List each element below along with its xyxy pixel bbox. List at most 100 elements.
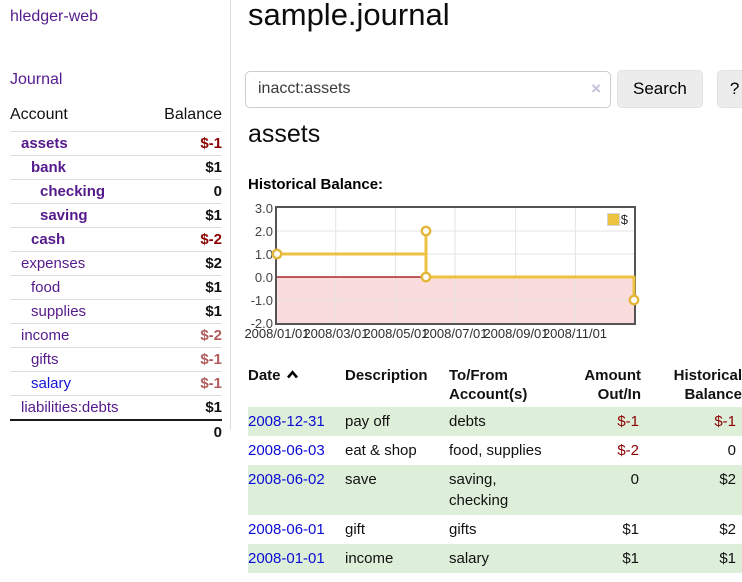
transaction-accounts: gifts bbox=[449, 521, 477, 538]
transaction-row[interactable]: 2008-06-03 eat & shop food, supplies $-2… bbox=[248, 436, 742, 465]
search-button[interactable]: Search bbox=[617, 70, 703, 108]
transaction-date-link[interactable]: 2008-06-01 bbox=[248, 521, 325, 538]
accounts-header-balance: Balance bbox=[164, 106, 222, 123]
accounts-total: 0 bbox=[148, 419, 222, 444]
account-balance: $1 bbox=[148, 203, 222, 228]
transaction-balance: $2 bbox=[641, 465, 742, 515]
account-balance: $-2 bbox=[148, 323, 222, 348]
accounts-header-account: Account bbox=[10, 106, 68, 123]
search-bar: × Search ? bbox=[245, 70, 742, 108]
account-link-gifts[interactable]: gifts bbox=[31, 351, 59, 368]
y-tick-label: 0.0 bbox=[254, 270, 273, 285]
transaction-accounts: salary bbox=[449, 544, 561, 573]
account-link-salary[interactable]: salary bbox=[31, 375, 72, 392]
clear-search-icon[interactable]: × bbox=[591, 78, 601, 98]
account-heading: assets bbox=[248, 120, 321, 148]
transaction-description: income bbox=[345, 544, 449, 573]
account-balance: 0 bbox=[148, 179, 222, 204]
transaction-accounts: saving, checking bbox=[449, 465, 561, 515]
account-link-bank[interactable]: bank bbox=[31, 159, 67, 176]
x-tick-label: 2008/01/01 bbox=[244, 326, 310, 341]
transaction-description: gift bbox=[345, 521, 366, 538]
gridlines bbox=[277, 208, 634, 323]
y-tick-label: -2.0 bbox=[250, 316, 273, 331]
register-header-balance[interactable]: Historical Balance bbox=[673, 367, 742, 403]
transaction-amount: $-1 bbox=[561, 407, 641, 436]
account-link-checking[interactable]: checking bbox=[40, 183, 106, 200]
register-table: Date Description To/From Account(s) Amou… bbox=[248, 363, 742, 573]
page-title: sample.journal bbox=[248, 0, 450, 32]
register-header-date[interactable]: Date bbox=[248, 363, 345, 407]
account-balance: $-1 bbox=[148, 131, 222, 156]
transaction-balance: $2 bbox=[719, 521, 736, 538]
sidebar: hledger-web Journal Account Balance asse… bbox=[0, 0, 231, 444]
account-link-cash[interactable]: cash bbox=[31, 231, 66, 248]
legend-label: $ bbox=[620, 212, 628, 227]
register-header-accounts[interactable]: To/From Account(s) bbox=[449, 367, 528, 403]
account-balance: $1 bbox=[148, 299, 222, 324]
account-link-expenses[interactable]: expenses bbox=[21, 255, 86, 272]
transaction-date-link[interactable]: 2008-01-01 bbox=[248, 550, 325, 567]
transaction-amount: $1 bbox=[622, 521, 639, 538]
help-button[interactable]: ? bbox=[716, 70, 742, 108]
transaction-row[interactable]: 2008-06-02 save saving, checking 0 $2 bbox=[248, 465, 742, 515]
balance-chart[interactable]: $ bbox=[271, 206, 640, 325]
legend-swatch-icon bbox=[606, 213, 620, 226]
transaction-row[interactable]: 2008-01-01 income salary $1 $1 bbox=[248, 544, 742, 573]
account-row: assets $-1 bbox=[10, 131, 222, 156]
transaction-description: pay off bbox=[345, 407, 449, 436]
transaction-date-link[interactable]: 2008-12-31 bbox=[248, 413, 325, 430]
sidebar-item-journal[interactable]: Journal bbox=[10, 71, 63, 88]
y-tick-label: 2.0 bbox=[254, 224, 273, 239]
x-tick-label: 2008/11/01 bbox=[542, 326, 608, 341]
brand-link[interactable]: hledger-web bbox=[10, 8, 99, 25]
account-row: expenses $2 bbox=[10, 251, 222, 276]
transaction-accounts: food, supplies bbox=[449, 442, 542, 459]
transaction-row[interactable]: 2008-06-01 gift gifts $1 $2 bbox=[248, 515, 742, 544]
chart-canvas bbox=[271, 208, 640, 323]
data-point-markers bbox=[271, 225, 640, 306]
account-row: bank $1 bbox=[10, 155, 222, 180]
transaction-amount: 0 bbox=[561, 465, 641, 515]
account-row: liabilities:debts $1 bbox=[10, 395, 222, 420]
account-row: checking 0 bbox=[10, 179, 222, 204]
account-row: salary $-1 bbox=[10, 371, 222, 396]
x-tick-label: 2008/05/01 bbox=[363, 326, 429, 341]
register-header-amount[interactable]: Amount Out/In bbox=[584, 367, 641, 403]
date-header-label: Date bbox=[248, 367, 281, 384]
sort-ascending-icon bbox=[286, 365, 299, 384]
account-balance: $2 bbox=[148, 251, 222, 276]
account-row: saving $1 bbox=[10, 203, 222, 228]
account-link-income[interactable]: income bbox=[21, 327, 70, 344]
account-link-food[interactable]: food bbox=[31, 279, 61, 296]
chart-legend: $ bbox=[604, 211, 630, 228]
transaction-row[interactable]: 2008-12-31 pay off debts $-1 $-1 bbox=[248, 407, 742, 436]
transaction-balance: $1 bbox=[641, 544, 742, 573]
transaction-balance: $-1 bbox=[641, 407, 742, 436]
transaction-accounts: debts bbox=[449, 407, 561, 436]
account-link-saving[interactable]: saving bbox=[40, 207, 88, 224]
account-row: income $-2 bbox=[10, 323, 222, 348]
account-link-liabilities-debts[interactable]: liabilities:debts bbox=[21, 399, 119, 416]
account-balance: $1 bbox=[148, 395, 222, 420]
register-header-description[interactable]: Description bbox=[345, 367, 428, 384]
account-row: food $1 bbox=[10, 275, 222, 300]
account-balance: $-1 bbox=[148, 347, 222, 372]
account-balance: $-1 bbox=[148, 371, 222, 396]
chart-title: Historical Balance: bbox=[248, 176, 384, 193]
transaction-date-link[interactable]: 2008-06-02 bbox=[248, 471, 325, 488]
y-tick-label: -1.0 bbox=[250, 293, 273, 308]
accounts-table: Account Balance assets $-1 bank $1 checkin… bbox=[10, 102, 222, 444]
accounts-total-row: 0 bbox=[10, 419, 222, 444]
y-tick-label: 1.0 bbox=[254, 247, 273, 262]
account-link-supplies[interactable]: supplies bbox=[31, 303, 87, 320]
transaction-amount: $-2 bbox=[617, 442, 639, 459]
account-row: cash $-2 bbox=[10, 227, 222, 252]
x-tick-label: 2008/03/01 bbox=[303, 326, 369, 341]
account-row: supplies $1 bbox=[10, 299, 222, 324]
x-tick-label: 2008/07/01 bbox=[422, 326, 488, 341]
account-link-assets[interactable]: assets bbox=[21, 135, 68, 152]
search-input[interactable] bbox=[245, 70, 611, 108]
transaction-date-link[interactable]: 2008-06-03 bbox=[248, 442, 325, 459]
